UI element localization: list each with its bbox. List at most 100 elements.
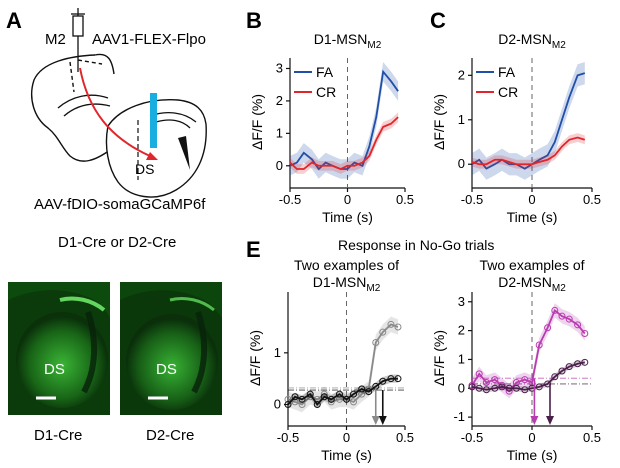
data-point <box>574 321 582 329</box>
x-tick-label: 0.5 <box>583 430 601 445</box>
legend-label: CR <box>498 84 518 100</box>
panel-letter-b: B <box>246 8 262 33</box>
chart-title-subscript: M2 <box>366 283 380 294</box>
x-tick-label: 0 <box>343 430 350 445</box>
virus2-label: AAV-fDIO-somaGCaMP6f <box>34 196 206 213</box>
data-point <box>565 363 573 371</box>
data-point <box>284 395 292 403</box>
data-point <box>358 385 366 393</box>
y-axis-label: ΔF/F (%) <box>247 330 263 386</box>
data-point <box>372 339 380 346</box>
y-axis-label: ΔF/F (%) <box>431 94 447 150</box>
chart-b: D1-MSNM2 -0.5 0 0.5 0 1 2 3 Time (s) ΔF/F (%) FA CR <box>249 31 414 225</box>
chart-title: D2-MSNM2 <box>498 31 566 51</box>
y-tick-label: 2 <box>458 323 465 338</box>
legend-label: FA <box>316 64 334 80</box>
caption-d2: D2-Cre <box>146 427 194 444</box>
data-point <box>551 373 559 381</box>
chart-title: D1-MSNM2 <box>314 31 382 51</box>
x-tick-label: 0 <box>528 430 535 445</box>
data-point <box>291 393 299 401</box>
syringe-icon <box>71 8 85 72</box>
x-tick-label: 0.5 <box>583 192 601 207</box>
data-point <box>327 395 335 403</box>
caption-d1: D1-Cre <box>34 427 82 444</box>
data-point <box>298 401 306 408</box>
data-point <box>387 375 395 383</box>
histology-image-d1: DS <box>8 282 110 415</box>
data-point <box>535 341 543 349</box>
y-tick-label: -1 <box>453 409 465 424</box>
chart-title-line2: D2-MSNM2 <box>498 274 566 294</box>
histology-ds-label-d2: DS <box>156 361 177 378</box>
y-axis-label: ΔF/F (%) <box>431 330 447 386</box>
data-point <box>535 383 543 391</box>
x-tick-label: -0.5 <box>461 430 483 445</box>
data-point <box>475 384 483 392</box>
data-point <box>358 390 366 398</box>
y-tick-label: 0 <box>458 156 465 171</box>
legend-label: CR <box>316 84 336 100</box>
y-tick-label: 0 <box>274 397 281 412</box>
data-point <box>521 376 529 384</box>
data-point <box>581 329 589 337</box>
chart-title-subscript: M2 <box>552 40 566 51</box>
data-point <box>558 312 566 320</box>
data-point <box>284 401 292 408</box>
series-line <box>287 377 398 406</box>
error-band <box>288 374 398 409</box>
data-point <box>306 390 314 398</box>
onset-arrowhead <box>371 416 380 425</box>
data-point <box>468 383 476 391</box>
data-point <box>544 324 552 332</box>
histology-ds-label-d1: DS <box>44 361 65 378</box>
onset-arrowhead <box>378 416 387 425</box>
chart-title-subscript: M2 <box>552 283 566 294</box>
y-tick-label: 1 <box>458 112 465 127</box>
data-point <box>498 383 506 391</box>
m2-label: M2 <box>45 31 66 48</box>
data-point <box>394 375 402 383</box>
panel-e-header: Response in No-Go trials <box>338 237 494 253</box>
panel-letter-a: A <box>6 8 22 33</box>
x-tick-label: 0 <box>344 192 351 207</box>
series-line <box>471 136 586 166</box>
onset-arrowhead <box>546 416 554 425</box>
y-tick-label: 1 <box>274 345 281 360</box>
x-axis-label: Time (s) <box>507 209 558 225</box>
data-point <box>491 376 499 384</box>
error-band <box>472 303 585 399</box>
projection-arrow <box>79 67 158 160</box>
data-point <box>482 386 490 394</box>
x-tick-label: 0.5 <box>396 430 414 445</box>
data-point <box>505 384 513 392</box>
y-tick-label: 3 <box>276 60 283 75</box>
chart-c: D2-MSNM2 -0.5 0 0.5 0 1 2 Time (s) ΔF/F (%) FA CR <box>431 31 601 225</box>
histology-image-d2: DS <box>120 282 222 415</box>
y-tick-label: 1 <box>276 125 283 140</box>
error-band <box>290 62 399 179</box>
data-point <box>475 370 483 378</box>
data-point <box>379 377 387 385</box>
data-point <box>379 328 387 336</box>
data-point <box>521 386 529 394</box>
fiber-probe <box>150 93 157 148</box>
data-point <box>565 315 573 323</box>
error-band <box>472 62 585 180</box>
chart-title: Two examples of <box>479 257 584 273</box>
data-point <box>335 395 343 403</box>
ds-label: DS <box>135 161 154 177</box>
x-tick-label: 0.5 <box>396 192 414 207</box>
data-point <box>365 388 373 396</box>
y-tick-label: 2 <box>276 93 283 108</box>
series-line <box>289 116 399 171</box>
chart-title-subscript: M2 <box>367 40 381 51</box>
cre-lines-label: D1-Cre or D2-Cre <box>58 234 176 251</box>
y-tick-label: 3 <box>458 294 465 309</box>
data-point <box>394 323 402 331</box>
data-point <box>350 390 358 398</box>
